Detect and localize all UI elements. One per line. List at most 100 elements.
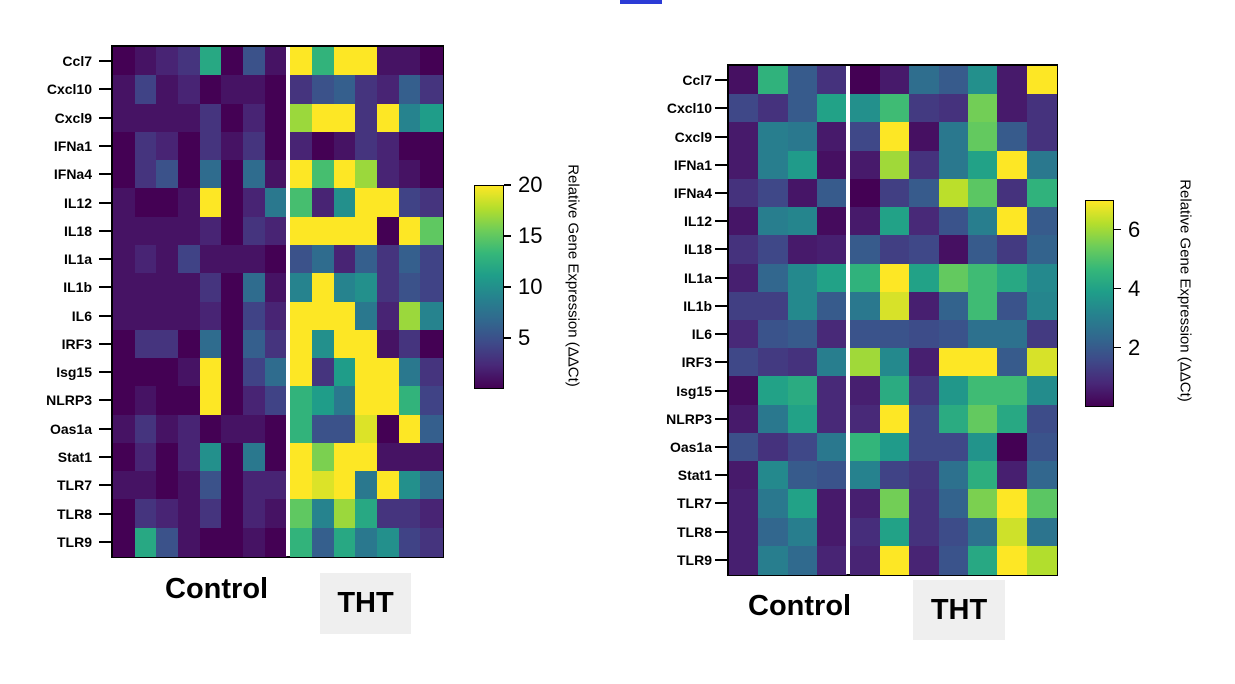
row-tick — [715, 446, 727, 448]
colorbar — [474, 185, 504, 389]
heatmap-cell — [850, 150, 881, 180]
heatmap-cell — [178, 160, 201, 189]
heatmap-cell — [938, 320, 969, 349]
heatmap-cell — [729, 291, 759, 321]
heatmap-cell — [758, 263, 789, 293]
heatmap-cell — [312, 386, 335, 416]
heatmap-cell — [909, 263, 940, 293]
heatmap-cell — [938, 376, 969, 406]
heatmap-cell — [199, 329, 222, 359]
heatmap-cell — [787, 235, 818, 265]
heatmap-cell — [377, 358, 400, 387]
row-tick — [715, 79, 727, 82]
heatmap-cell — [967, 178, 998, 208]
colorbar-tick-label: 15 — [518, 223, 543, 248]
heatmap-cell — [178, 103, 201, 133]
heatmap-cell — [377, 442, 400, 472]
heatmap-cell — [398, 386, 421, 416]
heatmap-cell — [355, 527, 378, 557]
heatmap-cell — [420, 499, 443, 529]
row-tick — [99, 484, 111, 487]
heatmap-cell — [997, 461, 1028, 490]
heatmap-cell — [377, 75, 400, 105]
heatmap-cell — [850, 235, 881, 265]
heatmap-cell — [355, 471, 378, 501]
heatmap-cell — [817, 291, 848, 321]
heatmap-cell — [938, 235, 969, 265]
heatmap-cell — [758, 461, 789, 490]
heatmap-cell — [312, 471, 335, 501]
heatmap-cell — [243, 103, 266, 133]
heatmap-cell — [938, 545, 969, 575]
heatmap-cell — [243, 131, 266, 161]
heatmap-cell — [264, 216, 287, 246]
heatmap-cell — [134, 358, 157, 387]
heatmap-cell — [333, 216, 356, 246]
colorbar-tick-mark — [1114, 346, 1121, 349]
heatmap-cell — [156, 499, 179, 529]
heatmap-cell — [333, 244, 356, 274]
heatmap-cell — [113, 103, 136, 133]
heatmap-cell — [787, 320, 818, 349]
heatmap-cell — [178, 358, 201, 387]
heatmap-cell — [199, 160, 222, 189]
heatmap-cell — [850, 122, 881, 152]
heatmap-cell — [312, 414, 335, 444]
heatmap-cell — [355, 75, 378, 105]
heatmap-cell — [113, 499, 136, 529]
heatmap-cell — [377, 499, 400, 529]
row-tick — [99, 229, 111, 232]
heatmap-cell — [134, 103, 157, 133]
row-label: Cxcl9 — [54, 109, 92, 126]
heatmap-cell — [758, 404, 789, 434]
row-label: IL18 — [683, 241, 712, 258]
heatmap-cell — [398, 301, 421, 331]
row-tick — [715, 220, 727, 223]
heatmap-cell — [377, 160, 400, 189]
heatmap-cell — [221, 386, 244, 416]
heatmap-cell — [879, 178, 910, 208]
heatmap-cell — [178, 301, 201, 331]
heatmap-cell — [221, 188, 244, 218]
row-tick — [99, 540, 111, 543]
heatmap-cell — [967, 489, 998, 519]
heatmap-cell — [377, 244, 400, 274]
colorbar-label-right: Relative Gene Expression (ΔΔCt) — [1176, 179, 1194, 402]
heatmap-cell — [879, 376, 910, 406]
row-tick — [715, 389, 727, 392]
heatmap-cell — [377, 131, 400, 161]
heatmap-cell — [178, 131, 201, 161]
row-label: NLRP3 — [46, 392, 92, 409]
heatmap-cell — [1026, 263, 1057, 293]
heatmap-cell — [879, 235, 910, 265]
heatmap-cell — [879, 404, 910, 434]
heatmap-cell — [850, 207, 881, 236]
heatmap-cell — [817, 150, 848, 180]
heatmap-cell — [850, 489, 881, 519]
row-tick — [99, 427, 111, 430]
row-label: IL1a — [683, 269, 712, 286]
heatmap-cell — [997, 235, 1028, 265]
heatmap-cell — [758, 291, 789, 321]
heatmap-cell — [355, 188, 378, 218]
heatmap-cell — [199, 188, 222, 218]
heatmap-cell — [199, 414, 222, 444]
heatmap-cell — [290, 471, 313, 501]
row-tick — [715, 135, 727, 138]
row-label: Oas1a — [669, 439, 712, 455]
heatmap-cell — [243, 75, 266, 105]
heatmap-cell — [1026, 207, 1057, 236]
row-tick — [715, 333, 727, 336]
heatmap-cell — [787, 66, 818, 95]
heatmap-cell — [758, 122, 789, 152]
heatmap-cell — [178, 75, 201, 105]
heatmap-cell — [290, 499, 313, 529]
heatmap-cell — [787, 178, 818, 208]
heatmap-cell — [377, 329, 400, 359]
heatmap-cell — [817, 404, 848, 434]
heatmap-cell — [967, 348, 998, 378]
heatmap-cell — [1026, 291, 1057, 321]
heatmap-cell — [850, 348, 881, 378]
heatmap-cell — [879, 150, 910, 180]
heatmap-cell — [758, 178, 789, 208]
